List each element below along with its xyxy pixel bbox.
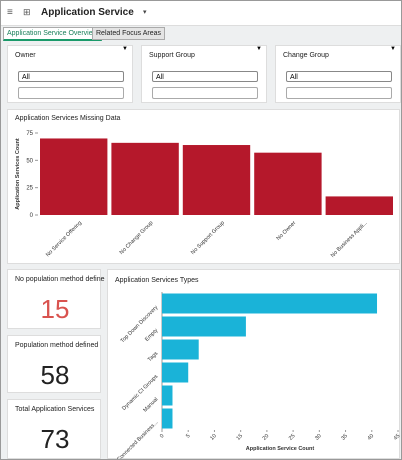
y-tick-label: Tags — [147, 350, 160, 363]
kpi-value: 73 — [40, 424, 70, 454]
filter-select[interactable]: All — [18, 71, 124, 82]
hbar-panel: Application Services Types 0 5 10 15 20 25 30 35… — [107, 269, 401, 460]
chart-title: Application Services Missing Data — [15, 115, 121, 122]
page-title[interactable]: Application Service — [41, 7, 134, 18]
filter-input[interactable] — [152, 87, 258, 99]
bar-chart: Application Services Missing Data Applica… — [15, 115, 393, 259]
x-axis-title: Application Service Count — [246, 446, 315, 452]
kpi-value: 15 — [40, 294, 70, 324]
menu-icon[interactable]: ≡ — [7, 7, 13, 18]
bar — [162, 408, 173, 429]
filter-select[interactable]: All — [152, 71, 258, 82]
filter-panel: Change Group All ▼ — [275, 45, 401, 103]
filter-label: Support Group — [149, 52, 195, 59]
y-tick-label: 50 — [26, 158, 33, 164]
x-tick-label: No Service Offering — [45, 220, 83, 258]
y-tick-label: Top Down Discovery — [120, 305, 160, 345]
kpi-label: Population method defined — [15, 342, 99, 349]
x-tick-label: 5 — [185, 433, 191, 439]
x-tick-label: No Owner — [276, 220, 298, 242]
x-tick-label: 30 — [314, 433, 323, 442]
kpi-label: No population method define — [15, 276, 105, 283]
bar — [162, 293, 378, 314]
bar — [111, 142, 179, 215]
select-caret: ▼ — [122, 46, 128, 52]
y-axis-title: Application Services Count — [15, 138, 21, 210]
header: ≡ ⊞ Application Service ▾ — [1, 1, 401, 26]
x-tick-label: No Support Group — [190, 220, 226, 256]
chart-title: Application Services Types — [115, 277, 199, 284]
x-tick-label: 10 — [209, 433, 218, 442]
bar-panel: Application Services Missing Data Applica… — [7, 109, 400, 264]
filter-select[interactable]: All — [286, 71, 392, 82]
kpi-panel: Total Application Services 73 — [7, 399, 101, 459]
filter-input[interactable] — [286, 87, 392, 99]
y-tick-label: Empty — [144, 327, 159, 342]
bar — [162, 339, 199, 360]
x-tick-label: No Business Appli... — [330, 220, 369, 259]
y-tick-label: Connected Business... — [116, 419, 159, 460]
x-tick-label: 40 — [367, 433, 376, 442]
y-tick-label: 0 — [30, 213, 34, 219]
y-tick-label: 25 — [26, 186, 33, 192]
title-caret[interactable]: ▾ — [143, 9, 147, 16]
y-tick-label: Manual — [142, 397, 159, 414]
x-tick-label: 0 — [159, 433, 165, 439]
x-tick-label: 25 — [288, 433, 297, 442]
x-tick-label: No Change Group — [119, 220, 155, 256]
filter-input[interactable] — [18, 87, 124, 99]
filter-label: Owner — [15, 52, 36, 59]
bar — [162, 362, 189, 383]
kpi-panel: Population method defined 58 — [7, 335, 101, 393]
filter-panel: Support Group All ▼ — [141, 45, 267, 103]
grid-icon[interactable]: ⊞ — [23, 7, 31, 17]
bar — [162, 385, 173, 406]
bar — [40, 138, 108, 215]
select-caret: ▼ — [256, 46, 262, 52]
filter-panel: Owner All ▼ — [7, 45, 133, 103]
x-tick-label: 35 — [340, 433, 349, 442]
bar — [325, 196, 393, 215]
x-tick-label: 45 — [393, 433, 401, 442]
tab-active[interactable]: Application Service Overview — [3, 27, 102, 41]
select-caret: ▼ — [390, 46, 396, 52]
bar — [254, 152, 322, 215]
kpi-value: 58 — [40, 360, 70, 390]
tab[interactable]: Related Focus Areas — [92, 27, 165, 40]
bar — [162, 316, 246, 337]
kpi-panel: No population method define 15 — [7, 269, 105, 329]
filter-label: Change Group — [283, 52, 329, 59]
y-tick-label: 75 — [26, 131, 33, 137]
x-tick-label: 15 — [236, 433, 245, 442]
kpi-label: Total Application Services — [15, 406, 95, 413]
bar — [182, 145, 251, 215]
hbar-chart: Application Services Types 0 5 10 15 20 25 30 35… — [115, 277, 401, 460]
x-tick-label: 20 — [262, 433, 271, 442]
